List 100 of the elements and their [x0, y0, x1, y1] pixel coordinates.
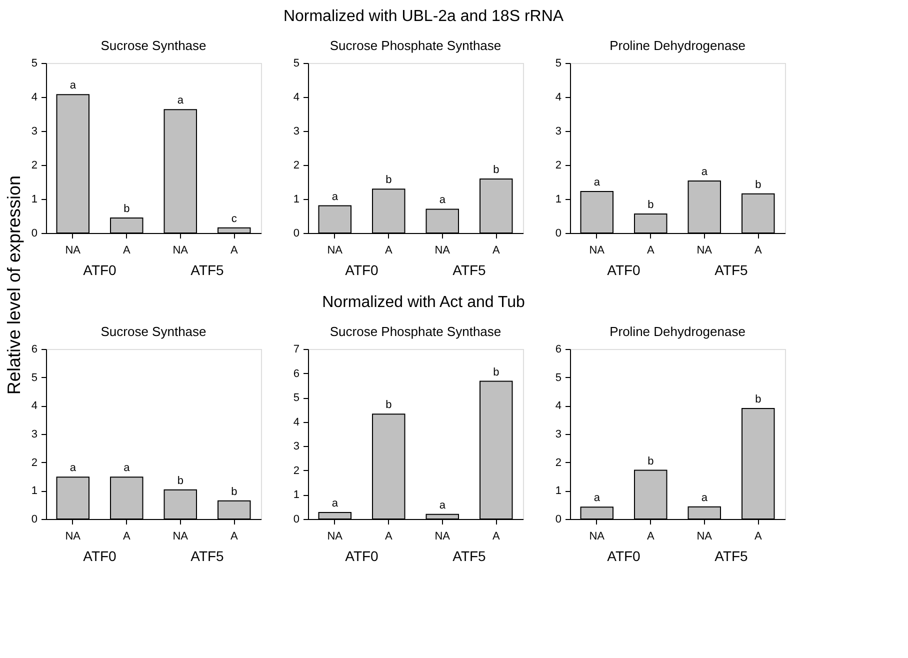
x-tick-label: NA — [589, 530, 606, 542]
y-tick-label: 0 — [293, 228, 300, 240]
x-tick-label: NA — [696, 530, 713, 542]
data-label: a — [177, 94, 184, 107]
data-label: b — [124, 203, 130, 216]
text: ATF5 — [452, 262, 486, 278]
x-tick-label: NA — [172, 244, 189, 256]
x-tick-label: A — [754, 244, 762, 256]
text: ATF5 — [714, 262, 748, 278]
y-tick-label: 1 — [31, 194, 38, 206]
x-tick-label: A — [122, 530, 131, 542]
y-tick-label: 1 — [555, 485, 562, 498]
y-tick-label: 5 — [31, 58, 38, 70]
y-tick-label: 2 — [31, 160, 38, 172]
chart-title: Sucrose Synthase — [100, 38, 206, 53]
x-tick-label: A — [230, 530, 238, 542]
y-tick-label: 0 — [555, 228, 562, 240]
y-tick-label: 3 — [293, 440, 300, 453]
y-tick-label: 5 — [555, 372, 562, 384]
x-tick-label: NA — [327, 244, 344, 256]
data-label: a — [594, 176, 601, 189]
y-tick-label: 2 — [293, 464, 300, 477]
chart-title: Proline Dehydrogenase — [610, 324, 746, 339]
data-label: b — [493, 164, 500, 176]
data-label: a — [70, 462, 77, 474]
y-tick-label: 1 — [31, 485, 38, 498]
text: ATF5 — [190, 262, 224, 278]
x-tick-label: NA — [589, 244, 606, 256]
text: ATF0 — [345, 262, 379, 278]
x-tick-label: NA — [65, 244, 82, 256]
y-tick-label: 5 — [31, 372, 38, 384]
data-label: a — [332, 497, 339, 510]
text: ATF0 — [345, 548, 379, 564]
data-label: b — [231, 486, 238, 498]
data-label: b — [386, 174, 392, 186]
y-tick-label: 3 — [555, 126, 562, 138]
x-tick-label: NA — [434, 530, 451, 542]
text: ATF0 — [607, 548, 641, 564]
data-label: b — [755, 394, 762, 406]
text: ATF0 — [607, 262, 641, 278]
y-tick-label: 5 — [293, 58, 300, 70]
y-tick-label: 0 — [293, 514, 300, 526]
y-axis-title: Relative level of expression — [4, 175, 24, 395]
y-tick-label: 4 — [555, 92, 562, 104]
y-tick-label: 2 — [555, 456, 562, 469]
data-label: c — [231, 212, 238, 225]
x-tick-label: A — [492, 530, 500, 542]
y-tick-label: 3 — [555, 428, 562, 440]
x-tick-label: A — [384, 244, 393, 256]
chart-title: Sucrose Phosphate Synthase — [330, 324, 502, 339]
y-tick-label: 0 — [31, 514, 38, 526]
data-label: a — [701, 492, 708, 504]
y-tick-label: 0 — [31, 228, 38, 240]
chart-title: Proline Dehydrogenase — [610, 38, 746, 53]
text: ATF5 — [714, 548, 748, 564]
y-tick-label: 2 — [31, 456, 38, 469]
y-tick-label: 0 — [555, 514, 562, 526]
data-label: a — [124, 462, 131, 474]
chart-title: Sucrose Synthase — [100, 324, 206, 339]
data-label: a — [332, 190, 339, 203]
chart-title: Sucrose Phosphate Synthase — [330, 38, 502, 53]
x-tick-label: A — [754, 530, 762, 542]
y-tick-label: 2 — [293, 160, 300, 172]
data-label: b — [648, 455, 654, 468]
data-label: b — [177, 474, 184, 487]
data-label: b — [493, 366, 500, 378]
text: ATF5 — [190, 548, 224, 564]
x-tick-label: NA — [434, 244, 451, 256]
x-tick-label: NA — [327, 530, 344, 542]
y-tick-label: 1 — [293, 489, 300, 502]
data-label: a — [701, 166, 708, 178]
y-tick-label: 4 — [31, 92, 38, 104]
y-tick-label: 3 — [31, 126, 38, 138]
x-tick-label: A — [230, 244, 238, 256]
data-label: a — [439, 194, 446, 206]
y-tick-label: 1 — [293, 194, 300, 206]
y-tick-label: 4 — [293, 416, 300, 428]
text: ATF0 — [83, 548, 117, 564]
x-tick-label: A — [646, 530, 655, 542]
x-tick-label: A — [122, 244, 131, 256]
data-label: a — [439, 499, 446, 512]
y-tick-label: 1 — [555, 194, 562, 206]
data-label: b — [648, 198, 654, 211]
x-tick-label: NA — [65, 530, 82, 542]
chart-subtitle: Normalized with UBL-2a and 18S rRNA — [283, 8, 564, 25]
y-tick-label: 3 — [31, 428, 38, 440]
data-label: b — [755, 178, 762, 191]
data-label: a — [70, 80, 77, 92]
chart-subtitle: Normalized with Act and Tub — [322, 294, 525, 311]
y-tick-label: 6 — [293, 368, 300, 380]
y-tick-label: 4 — [31, 400, 38, 412]
y-tick-label: 4 — [555, 400, 562, 412]
x-tick-label: NA — [172, 530, 189, 542]
y-tick-label: 5 — [293, 392, 300, 404]
y-tick-label: 2 — [555, 160, 562, 172]
y-tick-label: 7 — [293, 344, 300, 356]
text: ATF5 — [452, 548, 486, 564]
x-tick-label: A — [384, 530, 393, 542]
y-tick-label: 3 — [293, 126, 300, 138]
text: ATF0 — [83, 262, 117, 278]
